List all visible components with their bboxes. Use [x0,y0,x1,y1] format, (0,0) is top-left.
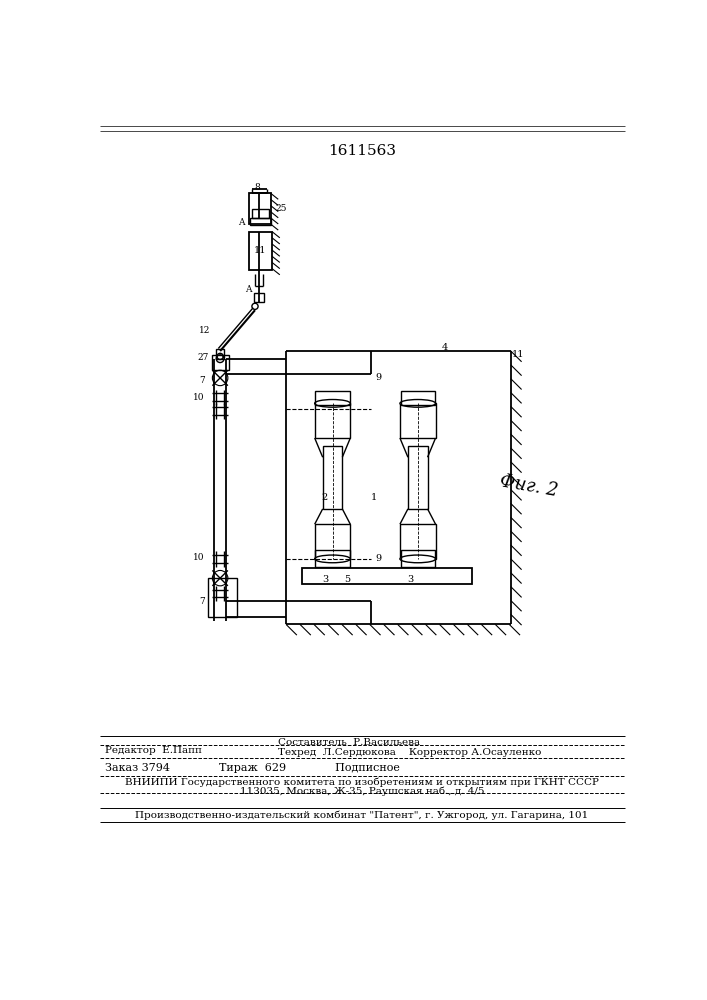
Bar [322,446,342,509]
Text: 1611563: 1611563 [328,144,396,158]
Text: 11: 11 [513,350,525,359]
Text: Фиг. 2: Фиг. 2 [498,472,559,500]
Text: 10: 10 [193,393,204,402]
Bar [400,403,436,438]
Bar [211,355,228,370]
Text: 3: 3 [408,575,414,584]
Ellipse shape [400,555,436,563]
Text: 4: 4 [442,343,448,352]
Ellipse shape [400,400,436,407]
Bar [315,550,349,567]
Bar [252,209,269,218]
Text: 25: 25 [276,204,287,213]
Text: A: A [245,285,251,294]
Text: 3: 3 [322,575,329,584]
Text: Техред  Л.Сердюкова    Корректор А.Осауленко: Техред Л.Сердюкова Корректор А.Осауленко [279,748,542,757]
Text: 5: 5 [344,575,350,584]
Bar [315,524,351,559]
Text: 10: 10 [193,553,204,562]
Bar [255,293,264,302]
Text: Составитель  Р.Васильева: Составитель Р.Васильева [279,738,421,747]
Bar [401,391,435,405]
Bar [301,568,472,584]
Text: 2: 2 [322,493,328,502]
Text: 7: 7 [199,376,204,385]
Ellipse shape [315,400,351,407]
Bar [208,578,237,617]
Text: 8: 8 [255,183,260,192]
Text: 27: 27 [197,353,209,362]
Text: 7: 7 [199,597,204,606]
Ellipse shape [315,555,351,563]
Text: 113035, Москва, Ж-35, Раушская наб., д. 4/5: 113035, Москва, Ж-35, Раушская наб., д. … [240,787,484,796]
Text: ВНИИПИ Государственного комитета по изобретениям и открытиям при ГКНТ СССР: ВНИИПИ Государственного комитета по изоб… [125,777,599,787]
Text: 12: 12 [199,326,211,335]
Text: 9: 9 [375,373,381,382]
Bar [249,232,272,270]
Text: 9: 9 [375,554,381,563]
Bar [315,403,351,438]
Bar [216,349,224,359]
Text: 11: 11 [255,246,267,255]
Text: 1: 1 [370,493,377,502]
Text: Производственно-издательский комбинат "Патент", г. Ужгород, ул. Гагарина, 101: Производственно-издательский комбинат "П… [135,811,588,820]
Bar [408,446,428,509]
Bar [401,550,435,567]
Text: A: A [238,218,245,227]
Bar [249,193,271,224]
Text: Заказ 3794              Тираж  629              Подписное: Заказ 3794 Тираж 629 Подписное [105,763,400,773]
Bar [400,524,436,559]
Text: Редактор  Е.Папп: Редактор Е.Папп [105,746,202,755]
Bar [250,218,271,225]
Bar [315,391,349,405]
